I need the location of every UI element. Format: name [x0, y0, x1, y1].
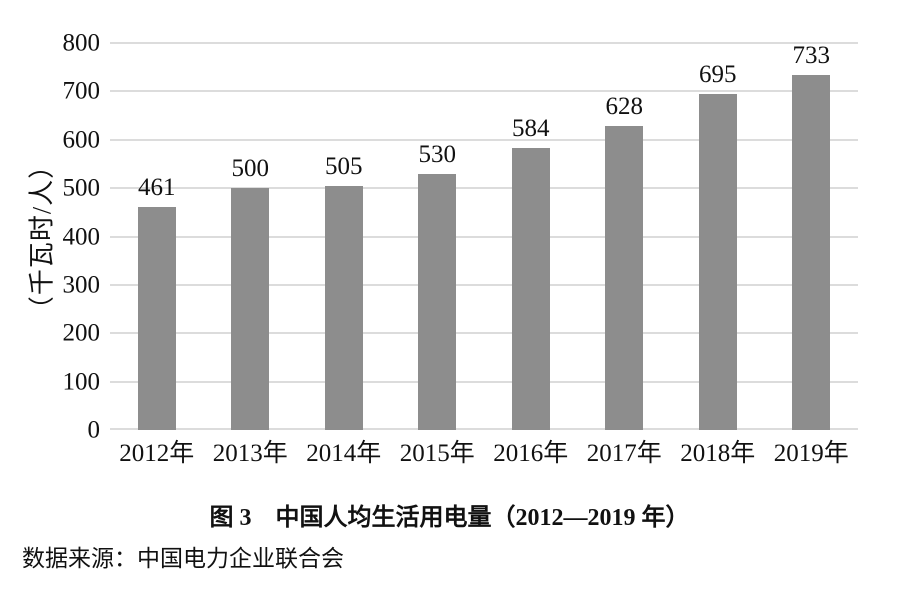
- x-tick-label: 2017年: [586, 440, 662, 467]
- y-tick-label: 100: [62, 368, 101, 396]
- y-tick-label: 500: [62, 174, 101, 202]
- plot-area: 461 500 505 530 584 628 695 733: [110, 42, 858, 430]
- bar-value-label: 733: [792, 42, 831, 70]
- gridline: [110, 138, 858, 141]
- y-tick-label: 200: [62, 319, 101, 347]
- bar: [418, 173, 457, 430]
- bar: [698, 93, 737, 430]
- x-tick-label: 2012年: [119, 440, 195, 467]
- bar-value-label: 500: [231, 155, 270, 183]
- x-tick-label: 2015年: [399, 440, 475, 467]
- y-tick-label: 300: [62, 271, 101, 299]
- gridline: [110, 90, 858, 93]
- gridline: [110, 235, 858, 238]
- y-tick-label: 400: [62, 223, 101, 250]
- bar-value-label: 628: [605, 93, 644, 121]
- y-tick-label: 600: [62, 126, 101, 154]
- bar-value-label: 530: [418, 140, 457, 168]
- x-tick-label: 2013年: [212, 440, 288, 467]
- bar-value-label: 584: [512, 114, 550, 142]
- x-tick-label: 2014年: [306, 440, 382, 467]
- y-tick-label: 800: [62, 29, 101, 57]
- gridline: [110, 428, 858, 430]
- gridline: [110, 283, 858, 286]
- bar: [605, 126, 644, 430]
- bar-value-label: 695: [699, 60, 737, 88]
- bar-value-label: 461: [138, 174, 176, 201]
- bar: [511, 147, 550, 430]
- gridline: [110, 187, 858, 190]
- x-tick-label: 2019年: [773, 440, 849, 467]
- bar: [792, 75, 831, 430]
- x-tick-label: 2016年: [493, 440, 569, 467]
- x-tick-label: 2018年: [680, 440, 756, 467]
- chart-caption: 图 3 中国人均生活用电量（2012—2019 年）: [209, 505, 690, 531]
- data-source-note: 数据来源：中国电力企业联合会: [22, 546, 344, 571]
- gridline: [110, 42, 858, 44]
- bar-value-label: 505: [325, 152, 363, 180]
- bar: [324, 185, 363, 430]
- y-tick-label: 0: [87, 416, 101, 444]
- gridline: [110, 380, 858, 383]
- bar: [137, 207, 176, 430]
- y-tick-label: 700: [62, 77, 101, 105]
- gridline: [110, 332, 858, 335]
- bar: [231, 188, 270, 430]
